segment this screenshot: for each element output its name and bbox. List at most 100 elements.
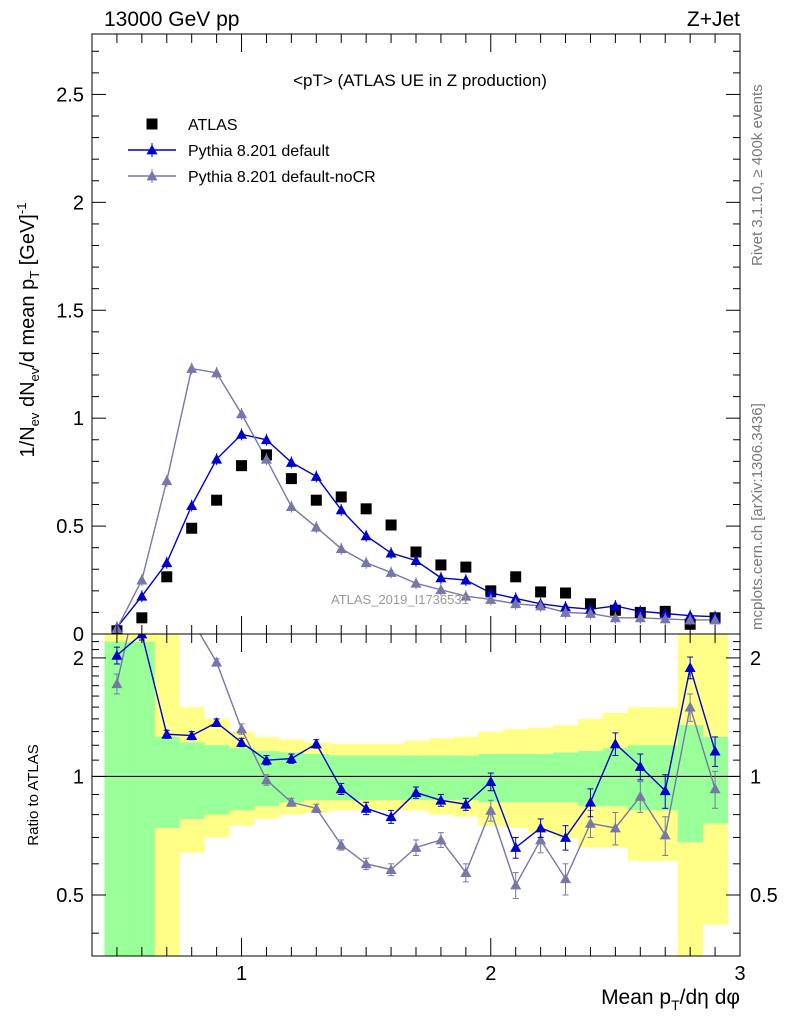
pythia-default-point xyxy=(634,605,646,616)
ratio-default-point xyxy=(111,649,123,660)
atlas-point xyxy=(435,559,447,571)
atlas-point xyxy=(186,522,198,534)
ratio-default-point xyxy=(360,802,372,813)
ratio-default-point xyxy=(535,822,547,833)
pythia-nocr-point xyxy=(310,521,322,532)
pythia-nocr-point xyxy=(485,593,497,604)
main-y-tick-label: 0.5 xyxy=(56,516,84,538)
ratio-default-point xyxy=(485,776,497,787)
ratio-nocr-point xyxy=(310,802,322,813)
ratio-nocr-point xyxy=(584,817,596,828)
atlas-point xyxy=(360,503,372,515)
legend-marker-triangle xyxy=(146,170,158,181)
legend-label: ATLAS xyxy=(188,117,238,134)
ratio-nocr-point xyxy=(186,614,197,624)
ratio-nocr-point xyxy=(211,656,223,667)
ratio-nocr-point xyxy=(410,842,422,852)
ratio-default-point xyxy=(260,754,272,765)
ratio-band-inner xyxy=(453,755,479,801)
pythia-nocr-point xyxy=(385,566,397,577)
mcplots-label: mcplots.cern.ch [arXiv:1306.3436] xyxy=(749,403,766,630)
pythia-nocr-point xyxy=(161,475,173,486)
ratio-y-tick-label: 1 xyxy=(73,766,84,788)
pythia-nocr-point xyxy=(584,607,596,618)
ratio-default-point xyxy=(510,842,522,852)
pythia-default-point xyxy=(285,456,297,467)
pythia-nocr-point xyxy=(285,501,297,512)
pythia-default-point xyxy=(161,557,173,568)
ratio-band-inner xyxy=(353,755,380,801)
atlas-point xyxy=(236,460,248,472)
pythia-nocr-point xyxy=(684,614,696,625)
ratio-band-inner xyxy=(602,748,629,807)
ratio-default-point xyxy=(560,831,572,842)
pythia-nocr-point xyxy=(535,600,547,611)
ratio-nocr-point xyxy=(236,723,248,734)
legend-label: Pythia 8.201 default-noCR xyxy=(188,169,376,186)
ratio-band-inner xyxy=(378,755,405,801)
legend-item: ATLAS xyxy=(146,117,238,134)
pythia-nocr-point xyxy=(510,598,522,609)
ratio-nocr-point xyxy=(161,601,172,611)
ratio-default-point xyxy=(634,760,646,771)
pythia-nocr-point xyxy=(236,408,248,419)
ratio-series-group xyxy=(92,601,740,956)
ratio-default-point xyxy=(335,783,347,794)
ratio-x-axis-title: Mean pT/dη dφ xyxy=(601,986,740,1013)
ratio-default-point xyxy=(709,745,721,756)
pythia-default-point xyxy=(410,555,422,566)
ratio-nocr-point xyxy=(659,829,671,840)
ratio-nocr-point xyxy=(535,834,547,845)
atlas-point xyxy=(560,587,572,599)
atlas-point xyxy=(161,571,173,583)
process-label: Z+Jet xyxy=(687,8,740,31)
atlas-point xyxy=(335,491,347,503)
pythia-default-point xyxy=(335,504,347,515)
ratio-panel: 0.5 0.5 1 1 2 2 1 2 3 Ratio to ATLAS Mean pT/dη… xyxy=(25,601,778,1013)
ratio-default-point xyxy=(385,811,397,822)
ratio-nocr-point xyxy=(360,858,372,869)
ratio-default-point xyxy=(310,738,322,749)
ratio-default-point xyxy=(161,728,173,739)
ratio-default-point xyxy=(186,730,198,740)
ratio-band-inner xyxy=(428,755,454,801)
energy-label: 13000 GeV pp xyxy=(104,8,239,31)
pythia-nocr-point xyxy=(460,590,472,601)
ratio-nocr-point xyxy=(634,790,646,801)
atlas-point xyxy=(285,473,297,485)
pythia-nocr-point xyxy=(360,557,372,568)
atlas-point xyxy=(310,494,322,506)
pythia-default-point xyxy=(310,470,322,481)
main-x-axis xyxy=(116,34,741,634)
ratio-band-inner xyxy=(204,745,230,815)
pythia-default-point xyxy=(136,590,148,601)
ratio-default-point xyxy=(236,736,248,747)
ratio-y-tick-label-right: 2 xyxy=(750,648,761,670)
ratio-y-tick-label-right: 0.5 xyxy=(750,885,778,907)
ratio-plot-area xyxy=(92,601,740,956)
main-series-group xyxy=(111,362,721,634)
ratio-default-point xyxy=(584,796,596,807)
atlas-point xyxy=(410,546,422,558)
ratio-nocr-point xyxy=(285,796,297,807)
main-y-tick-label: 1 xyxy=(73,408,84,430)
pythia-nocr-point xyxy=(186,363,198,373)
ratio-x-tick-label: 3 xyxy=(734,963,745,985)
pythia-default-point xyxy=(485,587,497,598)
pythia-nocr-point xyxy=(659,613,671,624)
ratio-x-axis: 1 2 3 xyxy=(116,634,746,985)
legend-label: Pythia 8.201 default xyxy=(188,143,330,160)
atlas-point xyxy=(535,586,547,598)
pythia-default-point xyxy=(385,547,397,558)
ratio-nocr-point xyxy=(260,774,272,785)
main-line-nocr xyxy=(116,367,716,629)
ratio-default-point xyxy=(211,717,223,728)
pythia-default-point xyxy=(460,574,472,585)
main-y-tick-label: 2 xyxy=(73,192,84,214)
main-title: <pT> (ATLAS UE in Z production) xyxy=(293,71,547,90)
ratio-nocr-point xyxy=(111,678,123,689)
ratio-nocr-point xyxy=(460,867,472,877)
pythia-nocr-point xyxy=(136,574,148,585)
pythia-nocr-point xyxy=(260,453,272,464)
atlas-point xyxy=(510,571,522,583)
